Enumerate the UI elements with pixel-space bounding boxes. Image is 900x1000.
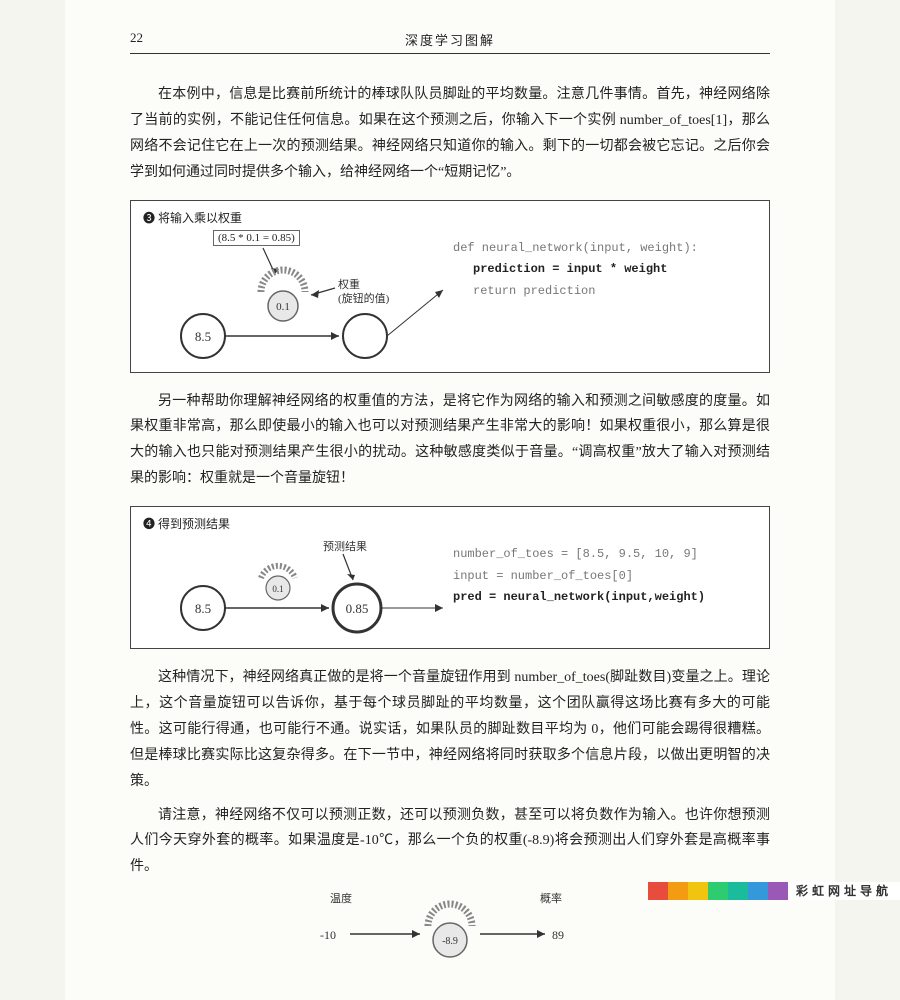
paragraph-4: 请注意，神经网络不仅可以预测正数，还可以预测负数，甚至可以将负数作为输入。也许你… [130, 803, 770, 881]
figure-title-text: 得到预测结果 [158, 517, 230, 531]
code-block-3: def neural_network(input, weight): predi… [453, 230, 757, 303]
svg-text:-8.9: -8.9 [442, 936, 458, 947]
book-page: 22 深度学习图解 在本例中，信息是比赛前所统计的棒球队队员脚趾的平均数量。注意… [65, 0, 835, 1000]
page-header: 22 深度学习图解 [130, 30, 770, 54]
code-line: number_of_toes = [8.5, 9.5, 10, 9] [453, 544, 757, 566]
book-title: 深度学习图解 [170, 30, 730, 49]
diagram-svg: 0.1 8.5 0.85 [143, 536, 453, 636]
code-line-bold: prediction = input * weight [453, 259, 757, 281]
knob-value: 0.1 [276, 301, 290, 313]
paragraph-1: 在本例中，信息是比赛前所统计的棒球队队员脚趾的平均数量。注意几件事情。首先，神经… [130, 82, 770, 186]
code-line: return prediction [453, 281, 757, 303]
bottom-diagram: 温度 概率 -10 89 -8.9 [290, 890, 610, 970]
paragraph-3: 这种情况下，神经网络真正做的是将一个音量旋钮作用到 number_of_toes… [130, 665, 770, 794]
code-line-bold: pred = neural_network(input,weight) [453, 587, 757, 609]
weight-label: 权重 (旋钮的值) [338, 278, 389, 307]
code-line: input = number_of_toes[0] [453, 566, 757, 588]
diagram-3: (8.5 * 0.1 = 0.85) 权重 (旋钮的值) [143, 230, 453, 360]
svg-text:0.85: 0.85 [346, 601, 369, 616]
svg-text:0.1: 0.1 [272, 584, 283, 594]
svg-text:8.5: 8.5 [195, 601, 211, 616]
figure-title: ❹ 得到预测结果 [143, 515, 757, 532]
watermark-banner: 彩虹网址导航 [648, 882, 900, 900]
figure-box-3: ❸ 将输入乘以权重 (8.5 * 0.1 = 0.85) 权重 (旋钮的值) [130, 200, 770, 373]
figure-title: ❸ 将输入乘以权重 [143, 209, 757, 226]
calculation-box: (8.5 * 0.1 = 0.85) [213, 230, 300, 246]
prob-value: 89 [552, 928, 564, 943]
prob-label: 概率 [540, 890, 562, 906]
svg-text:8.5: 8.5 [195, 329, 211, 344]
figure-box-4: ❹ 得到预测结果 预测结果 0.1 8.5 [130, 506, 770, 649]
diagram-svg: 0.1 8.5 [143, 230, 453, 360]
figure-title-text: 将输入乘以权重 [158, 211, 242, 225]
watermark-text: 彩虹网址导航 [788, 882, 900, 900]
page-number: 22 [130, 30, 170, 49]
temp-value: -10 [320, 928, 336, 943]
figure-num-icon: ❸ [143, 211, 155, 225]
code-line: def neural_network(input, weight): [453, 238, 757, 260]
paragraph-2: 另一种帮助你理解神经网络的权重值的方法，是将它作为网络的输入和预测之间敏感度的度… [130, 389, 770, 493]
figure-num-icon: ❹ [143, 517, 155, 531]
prediction-label: 预测结果 [323, 538, 367, 554]
code-block-4: number_of_toes = [8.5, 9.5, 10, 9] input… [453, 536, 757, 609]
temp-label: 温度 [330, 890, 352, 906]
diagram-4: 预测结果 0.1 8.5 0.85 [143, 536, 453, 636]
